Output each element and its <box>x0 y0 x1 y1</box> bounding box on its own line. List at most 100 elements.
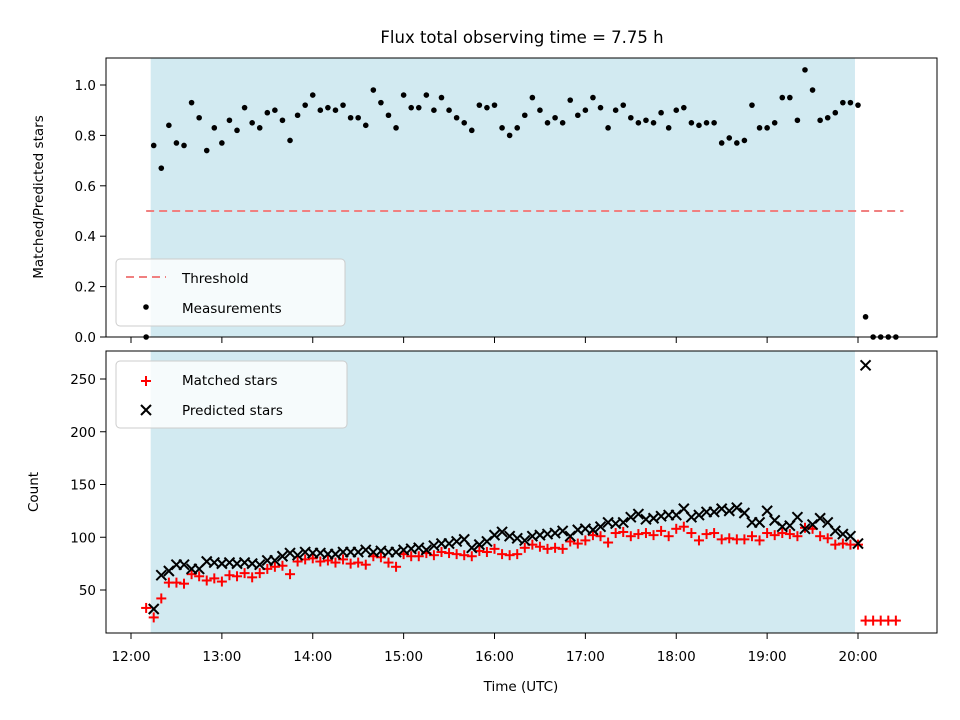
bottom-x-tick-label: 18:00 <box>657 649 696 665</box>
measurement-point <box>673 107 680 113</box>
measurement-point <box>188 99 195 106</box>
matched-star-point <box>519 542 530 553</box>
measurement-point <box>847 99 854 106</box>
measurement-point <box>779 94 786 101</box>
predicted-star-point <box>466 542 478 554</box>
top-y-tick-label: 0.0 <box>75 330 96 346</box>
matched-star-point <box>489 543 500 554</box>
measurement-point <box>590 94 596 101</box>
measurement-point <box>521 112 528 119</box>
measurement-point <box>688 120 695 126</box>
predicted-legend-label: Predicted stars <box>182 403 283 419</box>
measurement-point <box>658 109 664 116</box>
matched-star-point <box>459 550 470 561</box>
bottom-x-tick-label: 19:00 <box>748 649 787 665</box>
matched-star-point <box>640 528 651 539</box>
bottom-y-tick-label: 50 <box>79 583 96 599</box>
measurement-point <box>681 104 687 111</box>
predicted-star-point <box>723 505 735 517</box>
bottom-y-axis: 50 100 150 200 250 <box>70 372 106 599</box>
measurement-point <box>787 94 793 101</box>
measurement-point <box>309 92 316 98</box>
matched-star-point <box>784 529 795 540</box>
matched-star-point <box>746 531 757 542</box>
matched-star-point <box>792 531 803 542</box>
measurement-point <box>362 122 369 129</box>
matched-star-point <box>542 543 553 554</box>
matched-star-point <box>716 534 727 545</box>
measurement-point <box>393 125 399 131</box>
measurement-point <box>582 107 589 113</box>
matched-star-point <box>285 569 296 580</box>
measurement-point <box>468 127 475 134</box>
measurement-point <box>340 102 346 108</box>
bottom-x-axis: 12:00 13:00 14:00 15:00 16:00 17:00 18:00 19:00… <box>112 633 877 665</box>
predicted-star-point <box>594 520 607 533</box>
matched-star-point <box>171 577 182 588</box>
measurement-point <box>809 87 816 93</box>
measurement-point <box>484 104 490 111</box>
predicted-star-point <box>254 558 266 571</box>
measurement-point <box>567 97 574 103</box>
measurement-point <box>575 112 581 119</box>
matched-star-point <box>671 523 682 534</box>
matched-star-point <box>413 551 424 562</box>
measurement-point <box>544 120 551 126</box>
matched-star-point <box>360 559 371 570</box>
bottom-y-tick-label: 200 <box>70 425 96 441</box>
matched-legend-swatch <box>141 376 151 386</box>
top-y-tick-label: 0.8 <box>75 128 96 144</box>
measurement-point <box>824 114 831 121</box>
predicted-star-point <box>155 569 167 581</box>
measurement-point <box>264 109 271 116</box>
measurement-point <box>832 109 839 116</box>
measurements-legend-swatch <box>143 304 149 310</box>
predicted-star-point <box>473 538 486 551</box>
measurement-point <box>385 112 392 119</box>
top-y-tick-label: 0.4 <box>75 229 96 245</box>
matched-star-point <box>709 528 720 539</box>
measurement-point <box>650 120 657 126</box>
bottom-x-tick-label: 16:00 <box>475 649 514 665</box>
matched-star-point <box>754 535 765 546</box>
measurement-point <box>302 102 308 108</box>
matched-star-point <box>232 571 243 582</box>
bottom-x-label: Time (UTC) <box>483 679 559 695</box>
matched-star-point <box>550 542 561 553</box>
measurements-series <box>143 67 899 340</box>
measurement-point <box>241 104 248 111</box>
measurement-point <box>249 120 255 126</box>
measurement-point <box>605 125 611 131</box>
measurement-point <box>491 102 498 108</box>
measurement-point <box>749 102 755 108</box>
top-legend: Threshold Measurements <box>115 258 346 327</box>
matched-star-point <box>777 528 788 539</box>
matched-star-point <box>315 556 326 567</box>
matched-star-point <box>216 576 227 587</box>
matched-star-point <box>739 534 750 545</box>
matched-star-point <box>625 531 636 542</box>
predicted-star-point <box>276 550 289 562</box>
bottom-y-label: Count <box>26 472 42 512</box>
matched-star-point <box>587 530 598 541</box>
measurement-point <box>453 114 460 121</box>
measurement-point <box>771 120 778 126</box>
measurement-point <box>499 125 505 131</box>
measurement-point <box>181 142 187 149</box>
predicted-star-point <box>496 526 508 538</box>
measurement-point <box>620 102 627 108</box>
measurement-point <box>665 125 672 131</box>
measurement-point <box>696 122 702 129</box>
measurement-point <box>476 102 483 108</box>
measurement-point <box>166 122 172 129</box>
measurement-point <box>332 107 339 113</box>
top-panel: 0.0 0.2 0.4 0.6 0.8 1.0 Matched/Predicted sta… <box>31 57 938 346</box>
top-y-tick-label: 0.6 <box>75 179 96 195</box>
top-y-axis: 0.0 0.2 0.4 0.6 0.8 1.0 <box>75 78 106 346</box>
bottom-x-tick-label: 13:00 <box>202 649 241 665</box>
matched-star-point <box>391 561 402 572</box>
measurement-point <box>764 125 770 131</box>
measurement-point <box>794 117 801 124</box>
matched-star-point <box>194 571 205 582</box>
measurement-point <box>756 125 763 131</box>
